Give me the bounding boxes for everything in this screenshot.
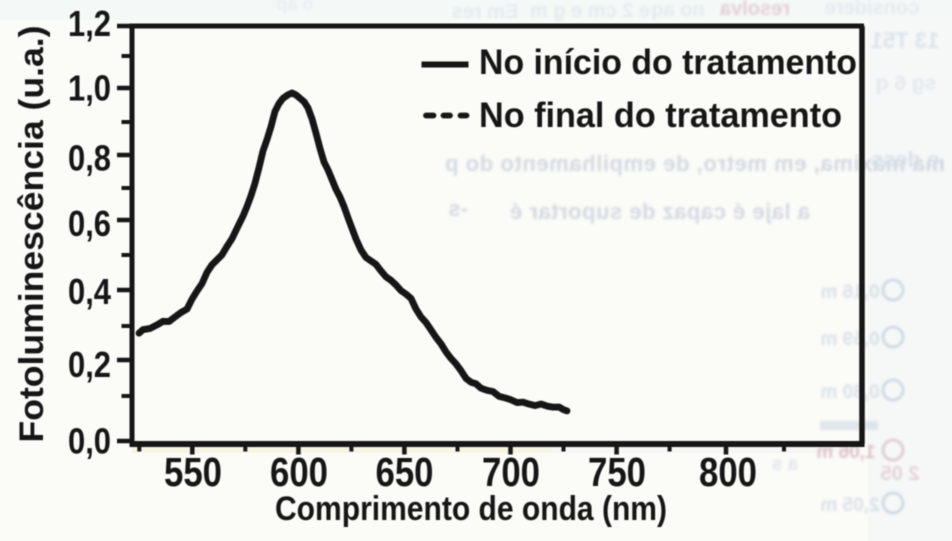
svg-text:a s: a s	[772, 454, 798, 475]
svg-text:Comprimento de onda (nm): Comprimento de onda (nm)	[275, 490, 667, 528]
svg-text:e 2 cm e g m: e 2 cm e g m	[530, 0, 650, 22]
svg-text:o ap: o ap	[276, 0, 313, 14]
svg-text:Em res: Em res	[452, 1, 519, 23]
svg-text:2 05: 2 05	[881, 463, 920, 485]
svg-text:1,2: 1,2	[68, 3, 111, 44]
svg-text:0,6: 0,6	[68, 203, 111, 244]
svg-text:600: 600	[270, 449, 328, 495]
svg-text:0,4: 0,4	[68, 271, 111, 312]
svg-text:0,0: 0,0	[68, 421, 111, 462]
svg-text:Fotoluminescência (u.a.): Fotoluminescência (u.a.)	[13, 26, 51, 443]
svg-text:700: 700	[482, 449, 540, 495]
svg-text:sg 6 q: sg 6 q	[876, 72, 937, 95]
svg-text:13 T51: 13 T51	[871, 28, 940, 53]
svg-text:2,05 m: 2,05 m	[820, 495, 879, 516]
svg-text:e dess: e dess	[871, 147, 940, 172]
svg-text:1,0: 1,0	[68, 68, 111, 109]
svg-text:a laje é capaz de suportar é: a laje é capaz de suportar é	[510, 199, 810, 224]
svg-text:0,59 m: 0,59 m	[820, 329, 879, 350]
svg-text:No final do tratamento: No final do tratamento	[479, 96, 842, 135]
svg-text:650: 650	[376, 449, 434, 495]
svg-text:0,16 m: 0,16 m	[820, 282, 879, 303]
svg-text:No início do tratamento: No início do tratamento	[479, 43, 857, 82]
svg-text:1,06 m: 1,06 m	[816, 442, 875, 463]
svg-text:ma máxima, em metro, de empilh: ma máxima, em metro, de empilhamento do …	[445, 151, 945, 176]
svg-text:550: 550	[164, 449, 222, 495]
svg-text:considere: considere	[825, 0, 919, 19]
svg-text:-s: -s	[448, 196, 468, 221]
svg-text:no aq: no aq	[651, 0, 704, 21]
svg-text:800: 800	[699, 449, 757, 495]
svg-text:0,2: 0,2	[68, 344, 111, 385]
svg-text:resolva: resolva	[719, 0, 790, 20]
svg-text:0,8: 0,8	[68, 137, 111, 178]
svg-text:750: 750	[588, 449, 646, 495]
svg-text:0,80 m: 0,80 m	[820, 382, 879, 403]
